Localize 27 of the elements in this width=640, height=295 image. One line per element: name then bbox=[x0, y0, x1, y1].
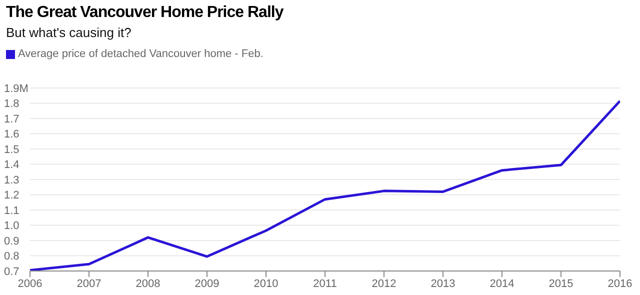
y-tick-label: 1.6 bbox=[4, 128, 20, 141]
x-tick-label: 2011 bbox=[313, 278, 337, 290]
y-tick-label: 0.7 bbox=[4, 266, 20, 278]
y-tick-label: 1.0 bbox=[4, 220, 20, 232]
x-tick-label: 2014 bbox=[490, 278, 514, 290]
x-tick-label: 2012 bbox=[372, 278, 396, 290]
y-tick-label: 1.3 bbox=[4, 174, 20, 186]
chart-subtitle: But what's causing it? bbox=[6, 25, 132, 40]
x-tick-label: 2016 bbox=[608, 278, 632, 290]
x-tick-label: 2015 bbox=[548, 278, 574, 290]
x-tick-label: 2008 bbox=[136, 278, 160, 290]
y-tick-label: 0.9 bbox=[4, 235, 20, 248]
x-tick-label: 2010 bbox=[254, 278, 278, 290]
y-tick-label: 1.8 bbox=[4, 98, 20, 110]
x-tick-label: 2013 bbox=[430, 278, 456, 290]
x-tick-label: 2007 bbox=[76, 278, 102, 290]
y-tick-label: 1.9M bbox=[4, 82, 28, 95]
x-tick-label: 2006 bbox=[18, 278, 42, 290]
chart-title: The Great Vancouver Home Price Rally bbox=[6, 4, 285, 22]
y-tick-label: 1.7 bbox=[4, 113, 20, 126]
y-tick-label: 1.5 bbox=[4, 144, 20, 156]
legend-label: Average price of detached Vancouver home - Feb. bbox=[18, 48, 264, 60]
x-tick-label: 2009 bbox=[194, 278, 220, 290]
y-tick-label: 1.2 bbox=[4, 190, 20, 202]
y-tick-label: 1.4 bbox=[4, 159, 20, 172]
y-tick-label: 1.1 bbox=[4, 204, 20, 217]
y-tick-label: 0.8 bbox=[4, 250, 20, 263]
